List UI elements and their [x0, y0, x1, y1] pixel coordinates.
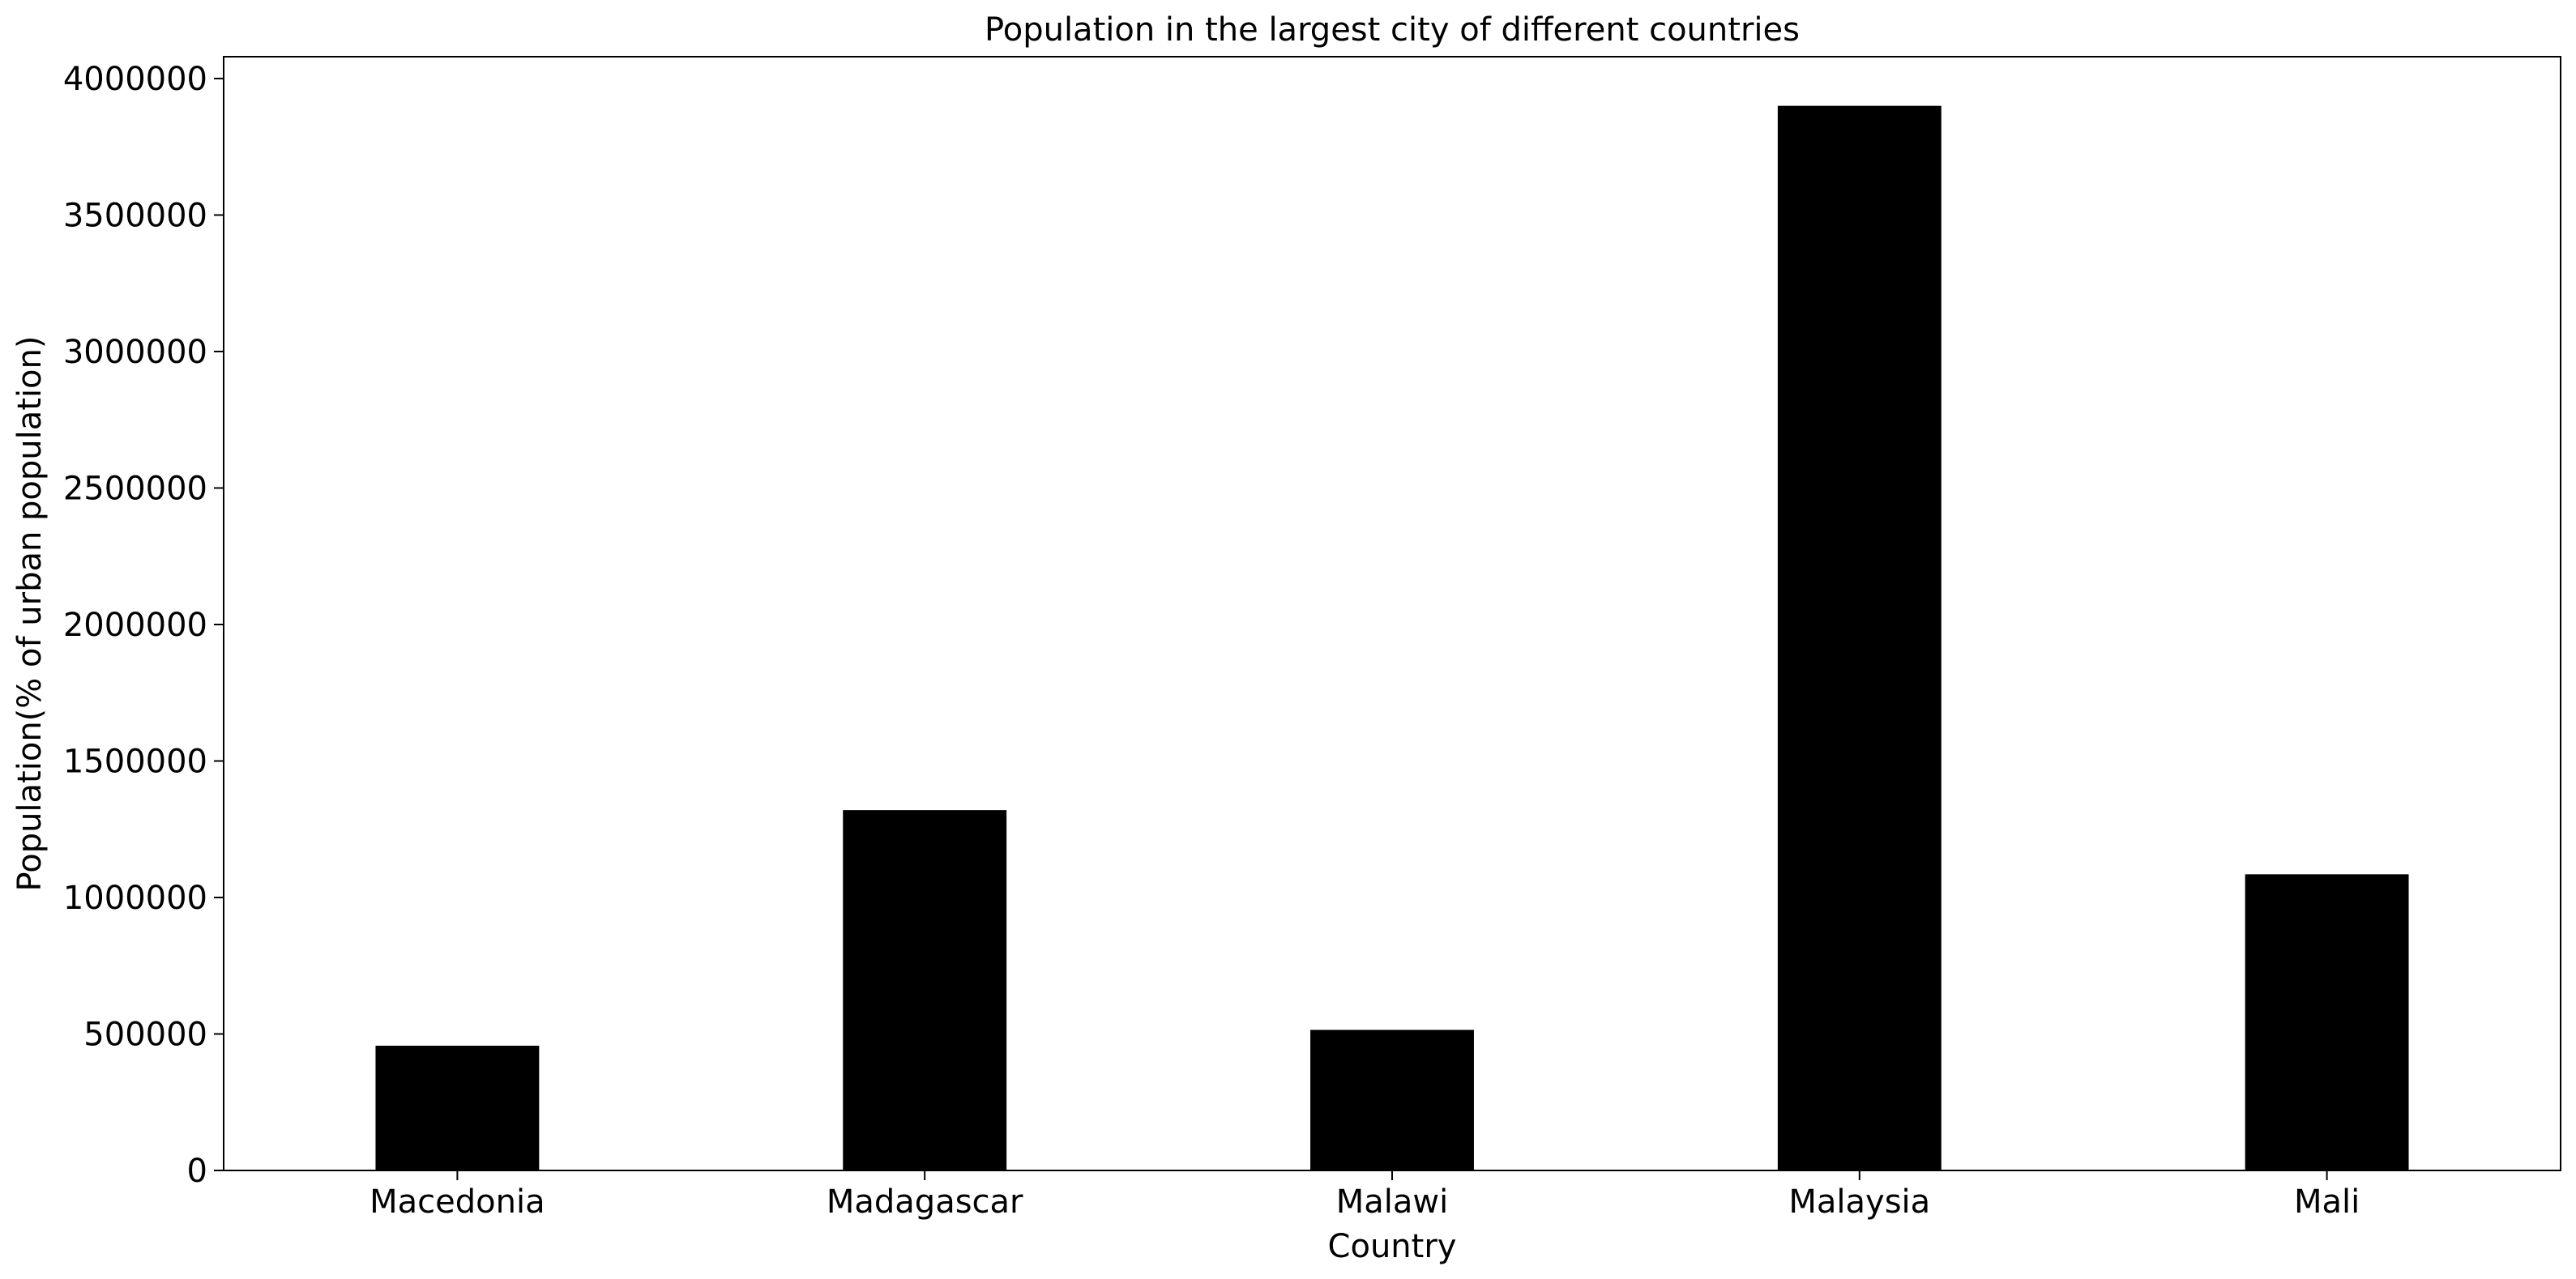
y-axis-label: Population(% of urban population) [11, 336, 49, 892]
x-tick-label: Madagascar [827, 1183, 1023, 1221]
x-tick-label: Malawi [1336, 1183, 1448, 1221]
y-tick-label: 2500000 [63, 470, 207, 507]
y-axis: 0 500000 1000000 1500000 2000000 2500000 30000… [63, 61, 224, 1190]
y-tick-label: 500000 [83, 1016, 207, 1053]
y-tick-label: 2000000 [63, 607, 207, 644]
y-tick-label: 3000000 [63, 334, 207, 371]
x-tick-label: Malaysia [1788, 1183, 1930, 1221]
y-tick-label: 0 [187, 1153, 207, 1190]
x-axis-label: Country [1328, 1228, 1457, 1265]
y-tick-label: 3500000 [63, 197, 207, 234]
x-axis: Macedonia Madagascar Malawi Malaysia Mali [370, 1170, 2360, 1221]
x-tick-label: Macedonia [370, 1183, 545, 1221]
y-tick-label: 1500000 [63, 743, 207, 780]
x-tick-label: Mali [2294, 1183, 2360, 1221]
chart-title: Population in the largest city of differ… [985, 11, 1800, 49]
bar-macedonia [375, 1045, 540, 1170]
y-tick-label: 4000000 [63, 61, 207, 98]
bar-malaysia [1777, 105, 1942, 1171]
bars [375, 105, 2409, 1171]
bar-madagascar [843, 810, 1007, 1170]
y-tick-label: 1000000 [63, 880, 207, 917]
plot-area-frame [223, 56, 2561, 1171]
bar-mali [2245, 874, 2409, 1170]
bar-malawi [1310, 1030, 1474, 1170]
